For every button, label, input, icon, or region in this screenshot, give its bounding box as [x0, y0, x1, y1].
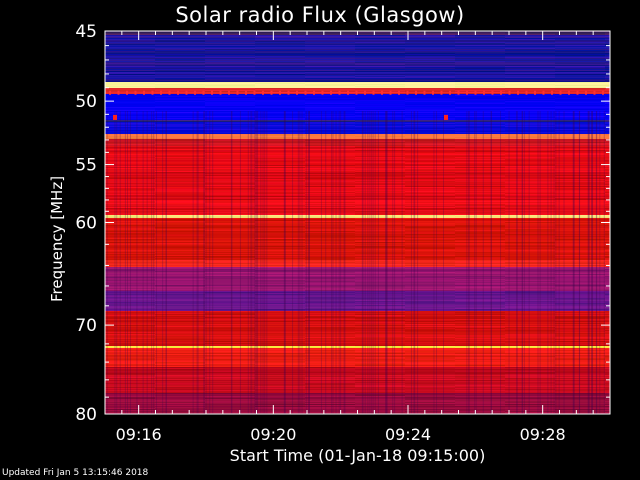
x-axis-label: Start Time (01-Jan-18 09:15:00) — [229, 446, 486, 465]
x-tick-label: 09:24 — [385, 425, 431, 444]
y-tick-label: 45 — [75, 22, 97, 42]
chart-title: Solar radio Flux (Glasgow) — [175, 3, 465, 27]
updated-timestamp: Updated Fri Jan 5 13:15:46 2018 — [2, 468, 149, 478]
x-tick-label: 09:28 — [520, 425, 566, 444]
plot-area — [105, 31, 611, 415]
y-tick-label: 60 — [75, 214, 97, 234]
y-tick-label: 50 — [75, 92, 97, 112]
y-axis-label: Frequency [MHz] — [48, 175, 66, 302]
chart-axes: 45 50 55 60 70 80 09:16 09:20 09:24 09:28 — [75, 22, 611, 444]
y-tick-label: 70 — [75, 316, 97, 336]
x-tick-label: 09:20 — [250, 425, 296, 444]
y-tick-label: 55 — [75, 156, 97, 176]
y-tick-label: 80 — [75, 405, 97, 425]
x-tick-label: 09:16 — [116, 425, 162, 444]
